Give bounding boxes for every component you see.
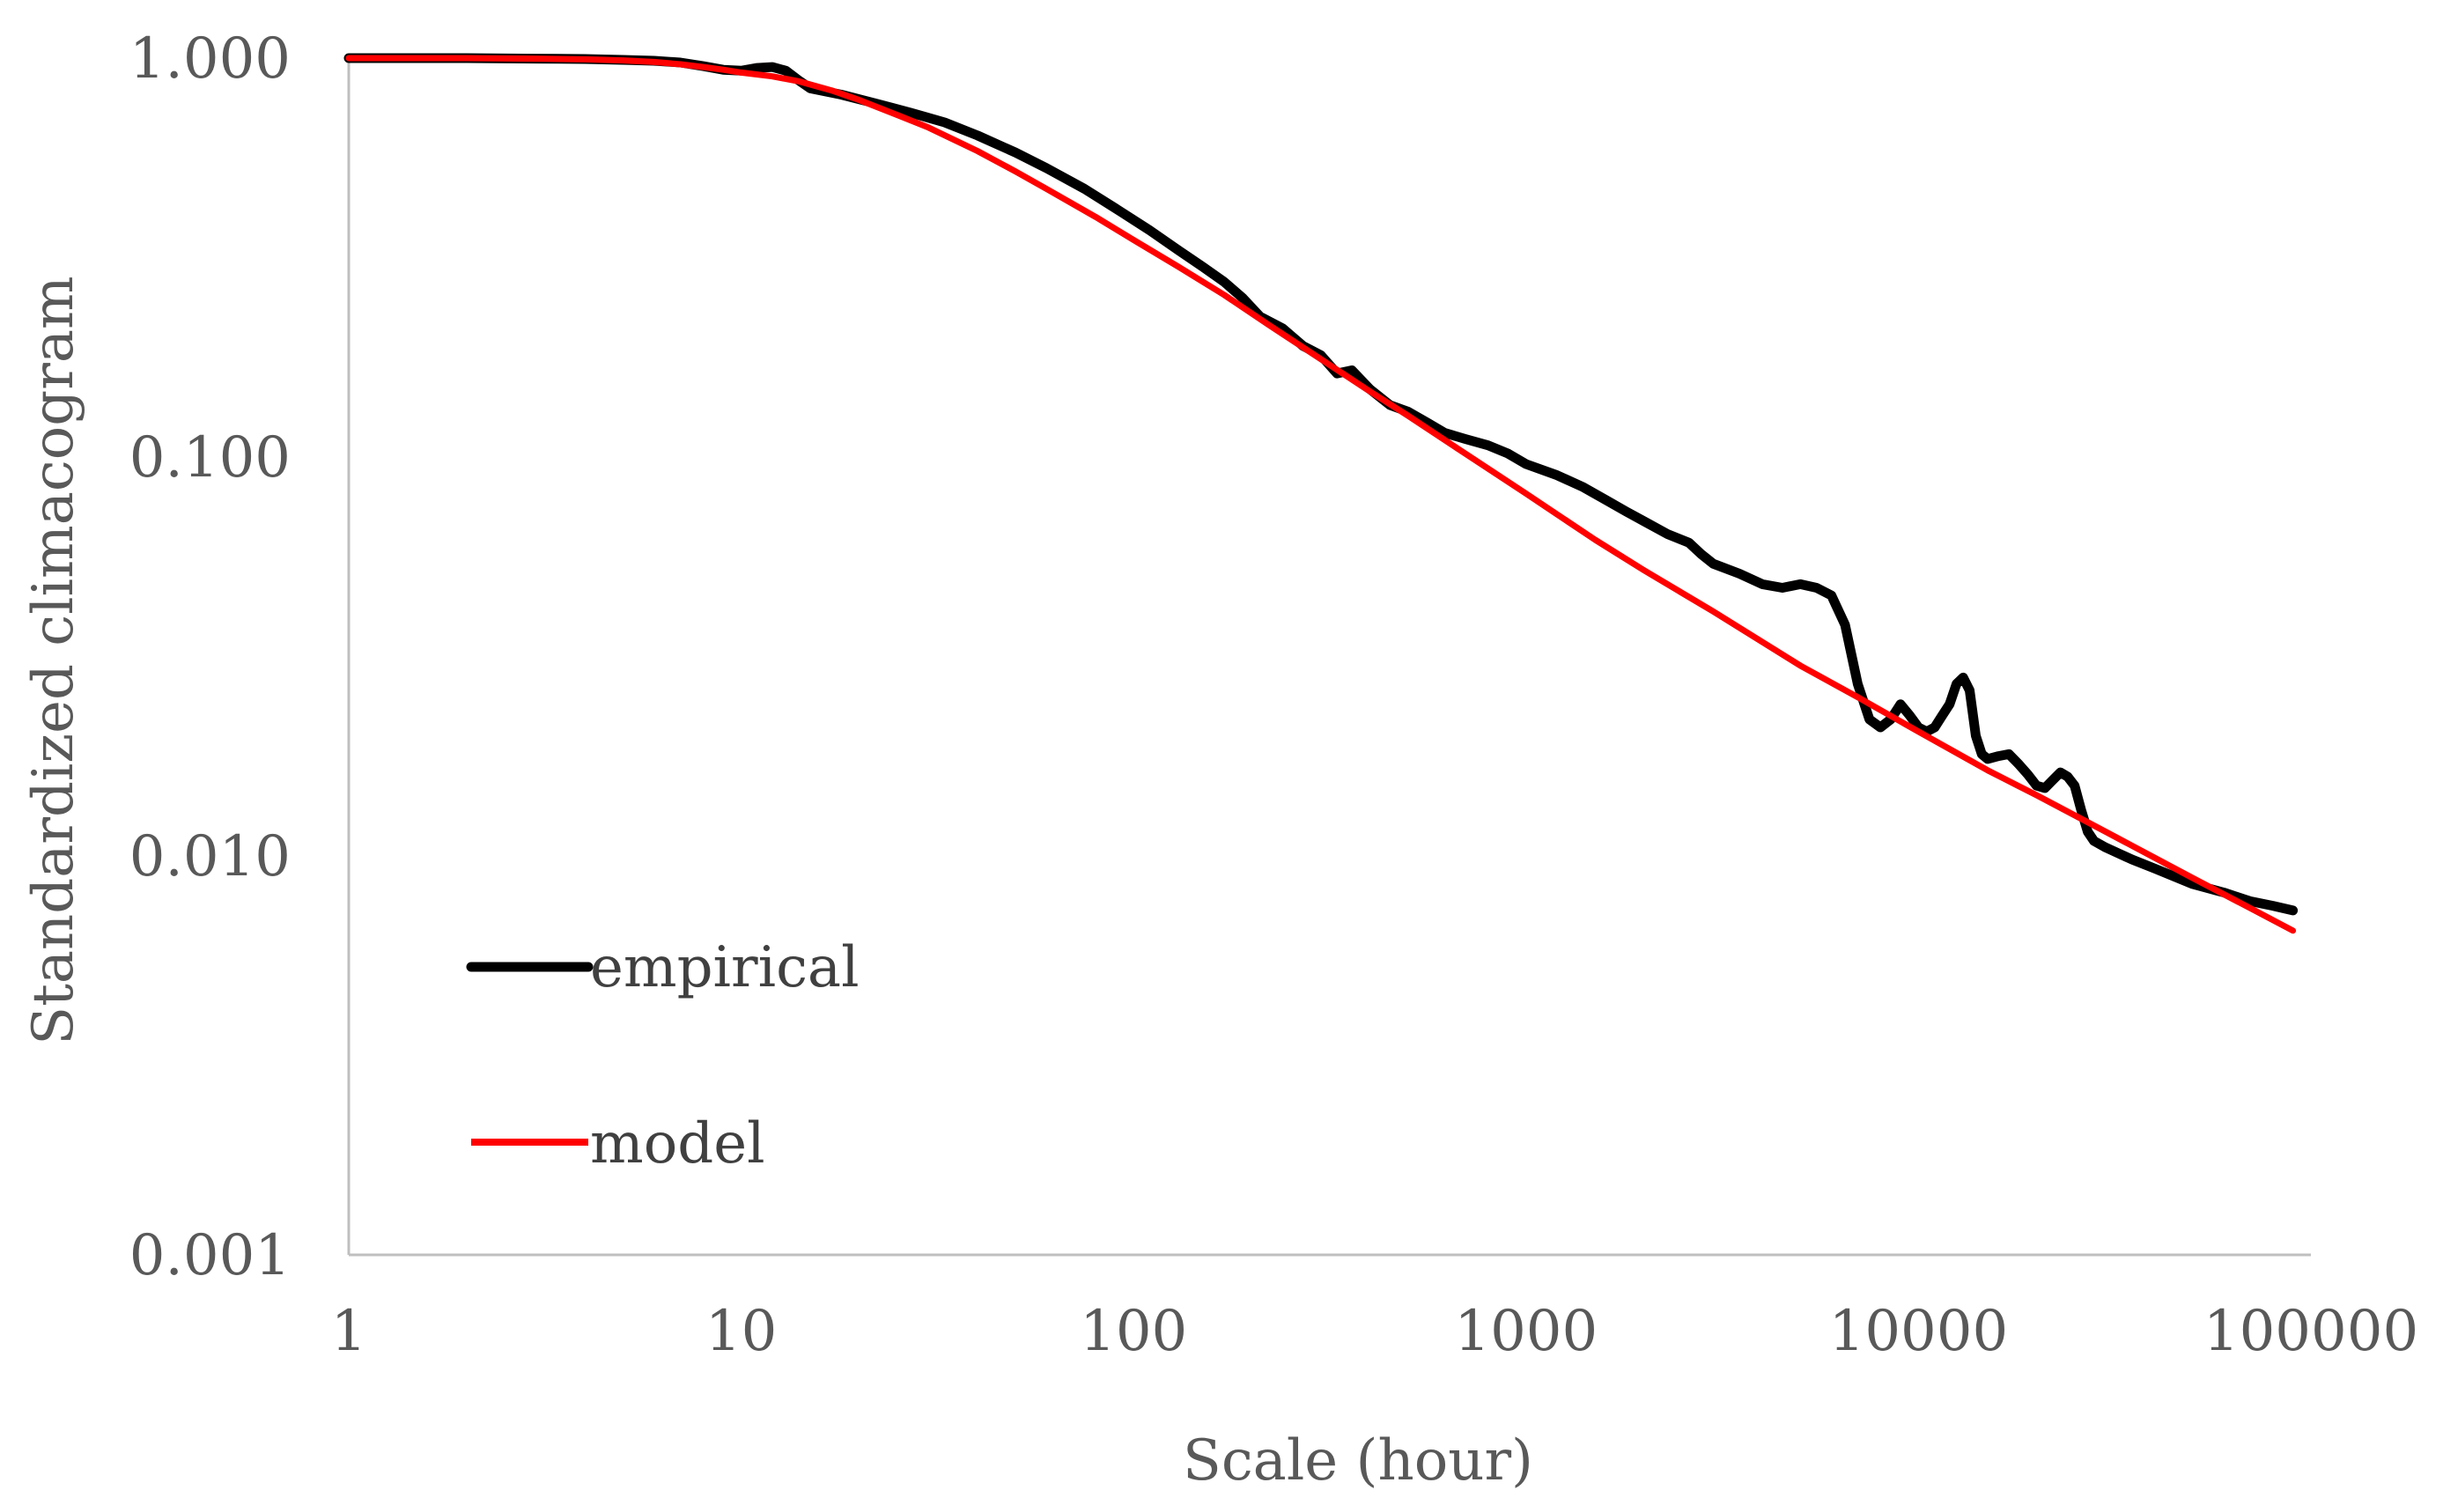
x-tick-label: 10 — [705, 1299, 777, 1364]
legend-label-model: model — [590, 1111, 765, 1176]
legend-label-empirical: empirical — [590, 935, 860, 1000]
x-tick-labels: 1 10 100 1000 10000 100000 — [331, 1299, 2419, 1364]
series-lines — [343, 53, 2299, 934]
x-tick-label: 10000 — [1829, 1299, 2009, 1364]
y-tick-label: 0.010 — [129, 824, 291, 889]
axes — [347, 58, 2311, 1257]
y-tick-label: 0.100 — [129, 425, 291, 490]
series-line-empirical — [343, 53, 2299, 916]
y-tick-label: 0.001 — [129, 1223, 291, 1288]
series-line-model — [345, 55, 2297, 934]
x-tick-label: 1 — [331, 1299, 367, 1364]
legend: empirical model — [466, 935, 860, 1176]
x-axis-title: Scale (hour) — [1183, 1428, 1533, 1494]
x-tick-label: 100000 — [2203, 1299, 2418, 1364]
y-tick-labels: 0.001 0.010 0.100 1.000 — [129, 26, 291, 1288]
y-tick-label: 1.000 — [129, 26, 291, 92]
x-tick-label: 100 — [1080, 1299, 1187, 1364]
y-axis-title: Standardized climacogram — [21, 276, 86, 1044]
x-tick-label: 1000 — [1454, 1299, 1598, 1364]
